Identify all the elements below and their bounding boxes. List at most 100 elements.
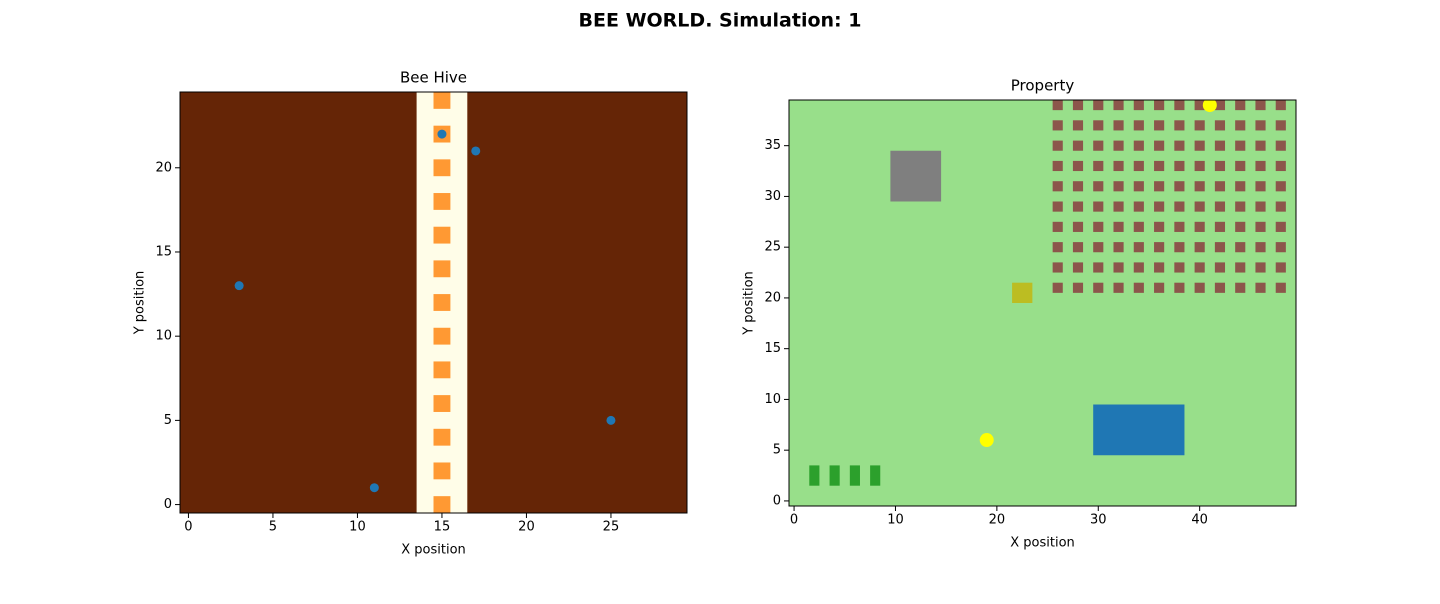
axes-title: Bee Hive	[400, 69, 467, 87]
x-tick-label: 5	[269, 520, 277, 535]
cell	[1052, 100, 1063, 111]
cell	[1052, 181, 1063, 192]
x-axis-label: X position	[401, 543, 466, 558]
cell	[1235, 221, 1246, 232]
cell	[1275, 140, 1286, 151]
cell	[1275, 181, 1286, 192]
cell	[1194, 201, 1205, 212]
point	[1202, 100, 1217, 113]
y-tick-label: 25	[764, 240, 781, 255]
cell	[1255, 100, 1266, 111]
cell	[1154, 282, 1165, 293]
cell	[1154, 140, 1165, 151]
cell	[1113, 160, 1124, 172]
x-tick-label: 30	[1090, 513, 1107, 528]
cell	[1052, 282, 1063, 293]
cell	[1214, 221, 1226, 232]
y-axis-label: Y position	[742, 271, 757, 336]
cell	[1052, 201, 1063, 212]
cell	[1214, 262, 1226, 273]
cell	[1275, 100, 1286, 111]
cell	[1214, 100, 1226, 111]
cell	[1072, 262, 1084, 273]
cell	[1194, 262, 1205, 273]
cell	[1214, 242, 1226, 253]
cell	[1214, 160, 1226, 172]
cell	[1214, 201, 1226, 212]
region	[1093, 404, 1185, 456]
cell	[433, 496, 451, 513]
cell	[433, 193, 451, 210]
cell	[1235, 140, 1246, 151]
cell	[433, 92, 451, 109]
y-axis-label: Y position	[133, 271, 148, 336]
x-tick-label: 10	[887, 513, 904, 528]
cell	[1113, 100, 1124, 111]
cell	[1235, 201, 1246, 212]
cell	[1093, 100, 1104, 111]
cell	[1133, 160, 1144, 172]
cell	[1235, 181, 1246, 192]
cell	[1194, 242, 1205, 253]
x-tick-label: 20	[989, 513, 1006, 528]
cell	[1174, 242, 1185, 253]
cell	[1174, 262, 1185, 273]
cell	[1072, 201, 1084, 212]
cell	[1072, 181, 1084, 192]
cell	[1133, 282, 1144, 293]
cell	[1255, 262, 1266, 273]
x-tick-label: 10	[349, 520, 366, 535]
cell	[1214, 140, 1226, 151]
cell	[1072, 120, 1084, 131]
cell	[1194, 140, 1205, 151]
cell	[1174, 100, 1185, 111]
cell	[1113, 221, 1124, 232]
cell	[1072, 140, 1084, 151]
point	[606, 415, 616, 425]
y-tick-label: 20	[764, 290, 781, 305]
cell	[1194, 181, 1205, 192]
cell	[1113, 140, 1124, 151]
cell	[1255, 221, 1266, 232]
cell	[809, 465, 820, 486]
cell	[1052, 242, 1063, 253]
x-tick-label: 20	[518, 520, 535, 535]
cell	[1093, 140, 1104, 151]
y-tick-label: 5	[773, 443, 781, 458]
cell	[1235, 242, 1246, 253]
cell	[1093, 262, 1104, 273]
region	[1012, 282, 1033, 303]
cell	[1255, 181, 1266, 192]
x-tick-label: 0	[184, 520, 192, 535]
point	[369, 483, 379, 493]
cell	[1154, 201, 1165, 212]
y-tick-label: 35	[764, 138, 781, 153]
cell	[433, 226, 451, 244]
cell	[1052, 221, 1063, 232]
cell	[1255, 282, 1266, 293]
cell	[433, 159, 451, 177]
point	[979, 433, 994, 448]
cell	[1154, 100, 1165, 111]
cell	[1113, 201, 1124, 212]
cell	[1174, 282, 1185, 293]
cell	[1235, 262, 1246, 273]
cell	[1255, 242, 1266, 253]
cell	[1093, 120, 1104, 131]
plot-area	[789, 100, 1296, 506]
y-tick-label: 5	[164, 413, 172, 428]
cell	[1133, 120, 1144, 131]
cell	[829, 465, 840, 486]
y-tick-label: 15	[155, 244, 172, 259]
cell	[1113, 120, 1124, 131]
cell	[1235, 160, 1246, 172]
cell	[849, 465, 860, 486]
cell	[1113, 282, 1124, 293]
cell	[1255, 201, 1266, 212]
region	[890, 150, 942, 202]
cell	[1214, 120, 1226, 131]
cell	[1174, 160, 1185, 172]
cell	[1275, 221, 1286, 232]
cell	[1133, 201, 1144, 212]
y-tick-label: 0	[164, 497, 172, 512]
